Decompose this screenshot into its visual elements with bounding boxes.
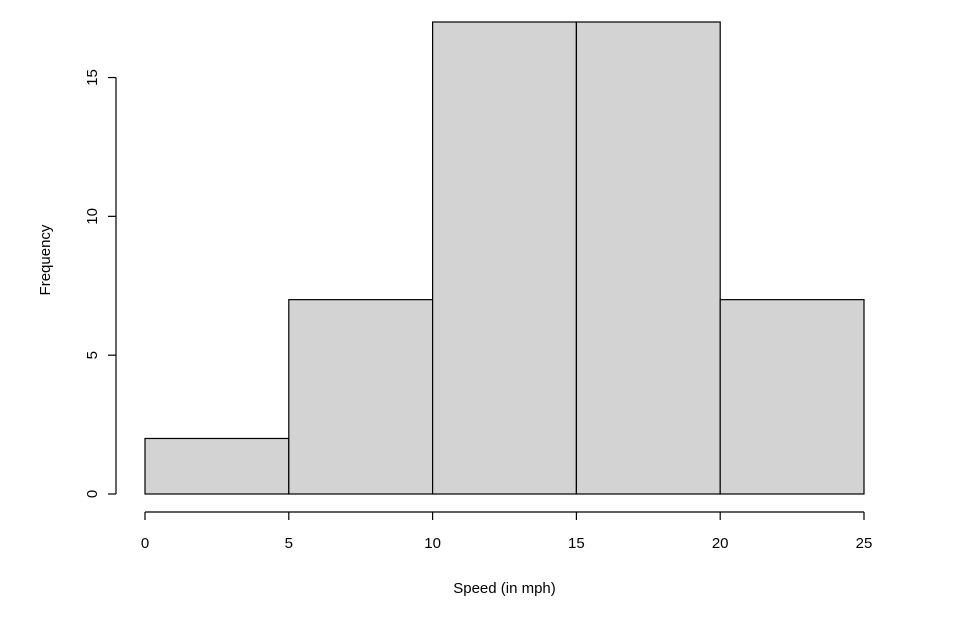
histogram-bar-10-15 (432, 21, 578, 495)
histogram-bar-0-5 (144, 437, 290, 495)
x-tick-label: 5 (285, 535, 293, 552)
bars-layer (144, 21, 865, 495)
x-tick-label: 20 (712, 535, 729, 552)
y-tick-label: 15 (84, 69, 101, 86)
y-axis: 0 5 10 15 (84, 69, 117, 498)
x-axis-label: Speed (in mph) (453, 580, 556, 597)
x-tick-label: 15 (568, 535, 585, 552)
x-tick-label: 0 (141, 535, 149, 552)
histogram-bar-15-20 (575, 21, 721, 495)
y-tick-label: 5 (84, 351, 101, 359)
x-tick-label: 10 (424, 535, 441, 552)
x-tick-label: 25 (856, 535, 873, 552)
histogram-bar-5-10 (288, 299, 434, 495)
y-axis-label: Frequency (37, 224, 54, 295)
histogram-bar-20-25 (719, 299, 865, 495)
x-axis: 0 5 10 15 20 25 (141, 511, 873, 552)
y-tick-label: 10 (84, 208, 101, 225)
y-tick-label: 0 (84, 490, 101, 498)
